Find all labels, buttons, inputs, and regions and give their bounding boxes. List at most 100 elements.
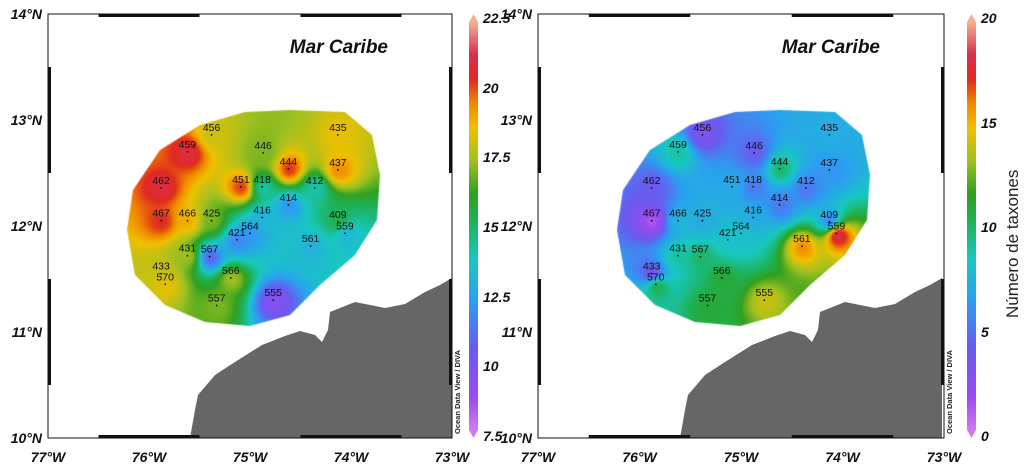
station-point xyxy=(235,238,238,241)
station-label: 414 xyxy=(771,192,789,204)
station-label: 437 xyxy=(821,157,839,169)
station: 414 xyxy=(280,192,297,206)
station-point xyxy=(249,232,251,235)
lat-tick-label: 11°N xyxy=(12,324,43,340)
station-label: 435 xyxy=(329,122,347,134)
right-map: 14°N 13°N 12°N 11°N 10°N 77°W 76°W 75°W 74°W 73°W… xyxy=(501,6,963,465)
station: 416 xyxy=(744,205,762,219)
colorbar-tick-label: 15 xyxy=(981,114,997,131)
frame-scale-bar xyxy=(791,435,843,438)
lat-tick-label: 11°N xyxy=(502,324,533,340)
lon-tick-label: 77°W xyxy=(521,449,557,465)
station: 444 xyxy=(280,156,297,170)
station-label: 451 xyxy=(232,174,250,186)
station-label: 561 xyxy=(793,233,811,245)
lon-tick-label: 76°W xyxy=(622,449,658,465)
station: 566 xyxy=(713,265,731,279)
station: 466 xyxy=(179,208,196,222)
station-point xyxy=(805,186,807,189)
station-point xyxy=(210,219,213,222)
station-point xyxy=(160,186,163,189)
colorbar-tick-label: 5 xyxy=(981,323,989,340)
station-point xyxy=(828,168,831,171)
station-point xyxy=(650,272,653,275)
frame-scale-bar xyxy=(98,435,149,438)
station: 421 xyxy=(719,227,737,241)
left-colorbar xyxy=(469,22,478,430)
frame-scale-bar xyxy=(639,14,691,17)
station-point xyxy=(287,167,290,170)
frame-scale-bar xyxy=(351,435,402,438)
station-label: 559 xyxy=(828,220,846,232)
frame-scale-bar xyxy=(639,435,691,438)
station-point xyxy=(654,283,657,286)
station-point xyxy=(740,232,742,235)
map-title: Mar Caribe xyxy=(290,37,389,58)
map-frame xyxy=(47,13,453,439)
station-point xyxy=(208,255,211,258)
station: 557 xyxy=(208,293,226,307)
station-point xyxy=(164,283,167,286)
station: 570 xyxy=(647,271,665,286)
station-point xyxy=(801,245,803,248)
colorbar-tick-label: 0 xyxy=(981,428,989,444)
frame-scale-bar xyxy=(149,435,200,438)
station-point xyxy=(309,245,312,248)
colorbar-tick-label: 10 xyxy=(483,358,499,375)
frame-scale-bar xyxy=(98,14,149,17)
station-label: 467 xyxy=(152,208,170,220)
station-label: 456 xyxy=(694,122,712,134)
station-label: 467 xyxy=(643,208,661,220)
colorbar-tick-label: 17.5 xyxy=(483,149,511,166)
station-point xyxy=(210,133,213,136)
station-label: 561 xyxy=(302,233,320,245)
station-label: 425 xyxy=(203,208,221,220)
station-label: 459 xyxy=(669,139,687,151)
station: 431 xyxy=(669,243,687,257)
station-label: 564 xyxy=(732,220,750,232)
station-label: 444 xyxy=(771,156,789,168)
station: 446 xyxy=(254,140,272,154)
station-point xyxy=(261,185,264,188)
frame-scale-bar xyxy=(300,14,351,17)
station-label: 567 xyxy=(201,244,219,256)
station-label: 431 xyxy=(669,243,687,255)
station-label: 446 xyxy=(745,140,763,152)
frame-scale-bar xyxy=(149,14,200,17)
frame-scale-bar xyxy=(449,67,452,120)
station-point xyxy=(752,185,755,188)
station-point xyxy=(262,151,265,154)
frame-scale-bar xyxy=(449,120,452,173)
station: 435 xyxy=(821,122,838,136)
station: 462 xyxy=(152,175,170,189)
station-label: 566 xyxy=(222,265,240,277)
lat-tick-label: 10°N xyxy=(501,430,533,446)
colorbar-tick-label: 20 xyxy=(981,10,997,26)
station: 467 xyxy=(643,208,661,222)
frame-scale-bar xyxy=(449,279,452,332)
station: 567 xyxy=(201,244,219,258)
station: 566 xyxy=(222,265,240,279)
station: 467 xyxy=(152,208,170,222)
station-label: 451 xyxy=(723,174,741,186)
colorbar-tick-label: 20 xyxy=(483,79,499,96)
station-point xyxy=(726,238,729,241)
station-point xyxy=(677,150,679,153)
lat-tick-label: 12°N xyxy=(11,218,43,234)
station-point xyxy=(720,277,723,279)
frame-scale-bar xyxy=(941,67,944,120)
frame-scale-bar xyxy=(941,120,944,173)
frame-scale-bar xyxy=(538,120,541,173)
station-label: 409 xyxy=(329,209,347,221)
station: 559 xyxy=(828,220,846,235)
station-label: 437 xyxy=(329,157,347,169)
station-point xyxy=(677,219,679,222)
station-label: 570 xyxy=(156,271,174,283)
colorbar-bottom-arrow xyxy=(469,430,478,438)
frame-scale-bar xyxy=(300,435,351,438)
frame-scale-bar xyxy=(48,279,51,332)
station: 418 xyxy=(253,174,271,188)
station-label: 555 xyxy=(264,287,282,299)
